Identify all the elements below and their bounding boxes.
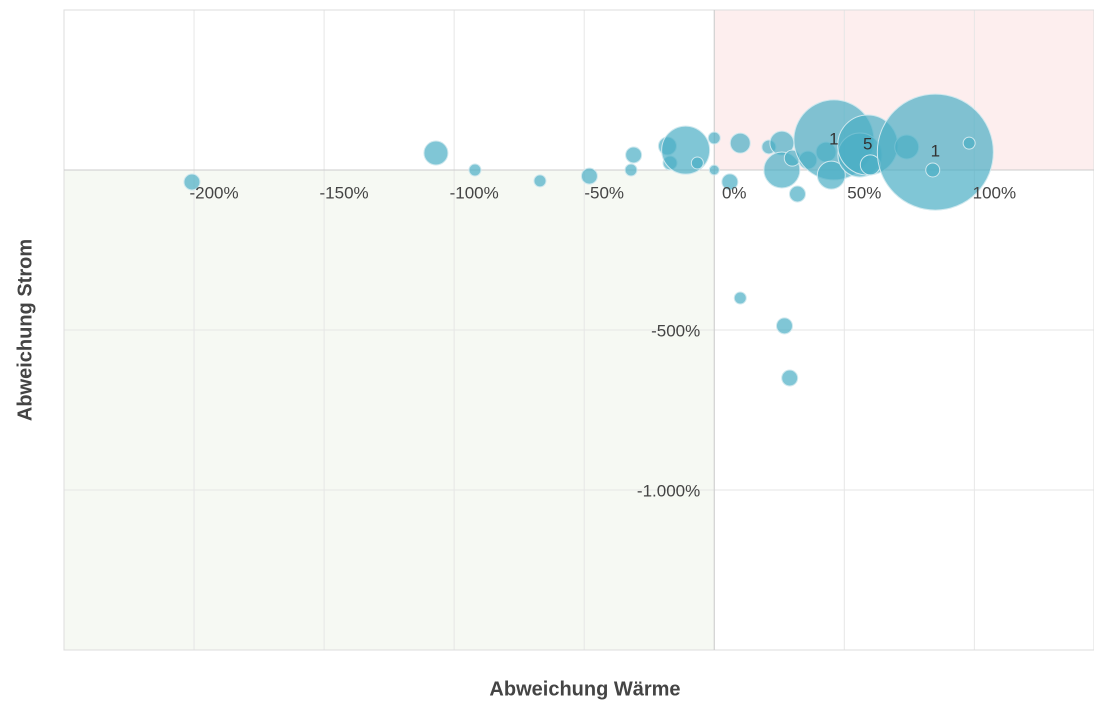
bubble [962,136,976,150]
x-tick-label: 100% [973,183,1016,202]
plot-border [63,9,1094,651]
y-axis-title: Abweichung Strom [14,239,36,421]
data-label: 5 [863,135,872,154]
x-tick-label: 0% [722,183,747,202]
bubble [925,162,941,178]
bubble [624,163,638,177]
bubble [468,163,482,177]
x-tick-label: -150% [320,183,369,202]
bubble [707,131,721,145]
bubble [775,317,793,335]
y-tick-label: -500% [651,321,700,340]
bubble [816,160,846,190]
data-label: 1 [829,129,838,148]
x-axis-title: Abweichung Wärme [489,678,680,700]
bubble [781,369,799,387]
bubble [733,291,747,305]
bubble [788,185,806,203]
x-tick-label: 50% [847,183,881,202]
bubble [729,132,751,154]
bubble [690,156,704,170]
x-tick-label: -50% [584,183,624,202]
bubble [580,167,598,185]
x-tick-label: -200% [189,183,238,202]
bubble [721,173,739,191]
bubble [423,140,449,166]
bubble [876,93,994,211]
y-tick-label: -1.000% [637,481,700,500]
bubble [625,146,643,164]
data-label: 1 [931,142,940,161]
bubble [708,164,720,176]
bubble [533,174,547,188]
quadrant-lower-left [64,170,715,650]
x-tick-label: -100% [450,183,499,202]
bubble [183,173,201,191]
